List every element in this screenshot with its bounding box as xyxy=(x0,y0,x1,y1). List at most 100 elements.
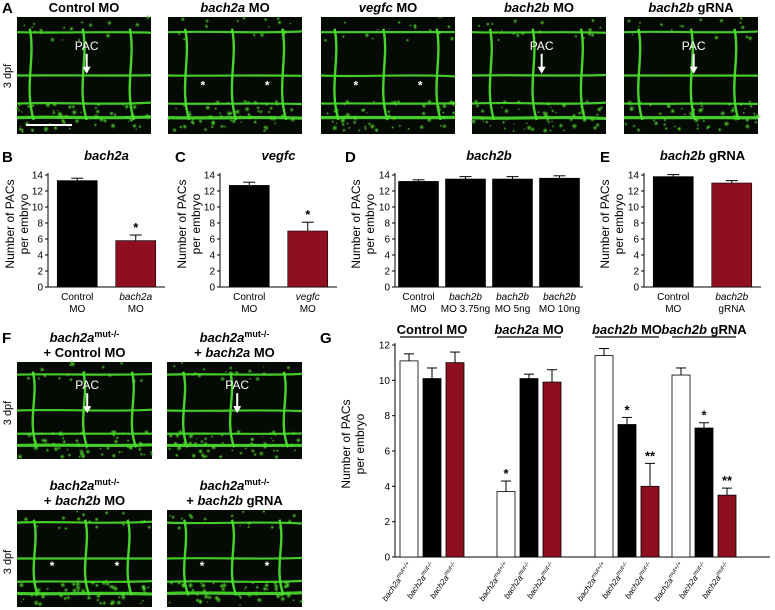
genotype-superscript: mut-/- xyxy=(420,561,434,577)
panel-f-image-3-speckle xyxy=(241,510,246,514)
chart-c-ylabel: Number of PACsper embryo xyxy=(175,179,203,268)
panel-a-image-1-speckle xyxy=(229,118,233,123)
panel-a-image-2-speckle xyxy=(420,110,427,117)
panel-f-image-1-speckle xyxy=(295,437,302,444)
panel-f-image-3-speckle xyxy=(180,517,184,521)
panel-f-image-0-speckle xyxy=(78,455,82,459)
y-tick-label: 12 xyxy=(379,187,391,198)
panel-f-image-1-speckle xyxy=(203,436,208,441)
panel-f-image-3-speckle xyxy=(299,599,304,604)
panel-a-image-2-speckle xyxy=(439,124,443,128)
panel-f-image-3-speckle xyxy=(168,601,171,605)
bar-1-2 xyxy=(542,381,562,558)
panel-a-title-3-part-0: bach2b xyxy=(504,0,550,15)
panel-f-image-1-speckle xyxy=(218,454,224,460)
panel-f-image-2-speckle xyxy=(35,524,39,528)
panel-f-image-2-speckle xyxy=(86,595,92,601)
y-tick-label: 2 xyxy=(209,267,215,278)
panel-a-image-0-speckle xyxy=(62,26,66,30)
panel-a-image-0-speckle xyxy=(67,106,71,110)
panel-a-image-0-speckle xyxy=(60,117,66,124)
genotype-label-2-2: bach2amut-/- xyxy=(623,561,654,601)
panel-a-image-3-speckle xyxy=(595,112,600,117)
bar-2 xyxy=(492,178,533,288)
chart-e-title-part-0: bach2b xyxy=(660,148,706,163)
panel-f-image-1-speckle xyxy=(273,454,280,460)
panel-f-image-1-speckle xyxy=(219,376,226,382)
panel-f-image-1-speckle xyxy=(204,454,209,459)
panel-f-image-2-speckle xyxy=(59,581,66,589)
chart-e-title: bach2b gRNA xyxy=(660,148,746,163)
panel-f-image-0-speckle xyxy=(45,448,50,453)
panel-a-image-2-speckle xyxy=(343,20,347,25)
category-label-2-line1: bach2b xyxy=(496,292,529,303)
panel-a-image-3-speckle xyxy=(523,127,526,130)
genotype-superscript: mut-/- xyxy=(443,561,457,577)
panel-a-image-3-speckle xyxy=(512,129,516,133)
panel-label-a: A xyxy=(2,0,13,17)
panel-a-image-0-speckle xyxy=(56,110,64,118)
panel-f-image-0-speckle xyxy=(66,448,69,451)
panel-f-image-1-speckle xyxy=(224,370,228,374)
panel-f-image-2-speckle xyxy=(63,526,68,531)
panel-a-image-0-speckle xyxy=(80,20,84,24)
panel-f-image-2-speckle xyxy=(94,583,100,588)
panel-a-image-3-speckle xyxy=(470,118,477,125)
y-tick-label: 10 xyxy=(204,203,216,214)
panel-f-image-0-speckle xyxy=(111,453,117,459)
panel-f-image-3-speckle xyxy=(239,524,242,527)
panel-f-image-3-vessel-horizontal xyxy=(166,556,303,560)
panel-a-image-3-speckle xyxy=(525,122,529,125)
significance-3-2: ** xyxy=(722,473,733,488)
panel-f-image-1-speckle xyxy=(271,439,275,443)
panel-a-image-1-speckle xyxy=(262,128,267,133)
panel-a-image-2-vessel-vertical xyxy=(435,28,442,121)
panel-f-image-3-vessel-horizontal xyxy=(166,579,303,584)
panel-a-image-1-vessel-vertical xyxy=(280,28,288,121)
panel-a-image-4-speckle xyxy=(637,25,641,28)
panel-a-image-2-speckle xyxy=(440,16,443,19)
panel-a-title-1: bach2a MO xyxy=(200,0,269,15)
panel-f-image-3-speckle xyxy=(257,598,260,602)
panel-f-row-label-0: 3 dpf xyxy=(2,400,14,425)
panel-a-image-3-speckle xyxy=(539,19,545,26)
panel-a-image-4-speckle xyxy=(669,107,676,115)
panel-f-image-0-speckle xyxy=(117,450,122,454)
panel-f-image-3-vessel-vertical xyxy=(278,519,285,596)
panel-f-image-3-speckle xyxy=(202,593,210,600)
panel-a-image-3-speckle xyxy=(577,111,582,116)
panel-a-image-4-pac-label: PAC xyxy=(682,39,706,53)
panel-f-image-0-speckle xyxy=(79,451,83,455)
panel-f-title-3-line2-part-1: bach2b xyxy=(197,493,243,508)
panel-a-image-3-vessel-vertical xyxy=(579,28,587,121)
panel-a-image-4-speckle xyxy=(723,120,730,128)
panel-f-image-3-speckle xyxy=(187,581,195,589)
panel-f-image-2-speckle xyxy=(95,598,100,603)
panel-a-image-0-vessel-vertical xyxy=(81,28,88,121)
chart-b-title: bach2a xyxy=(84,148,129,163)
panel-f-image-1-arrow-head xyxy=(233,406,242,414)
panel-a-image-3-speckle xyxy=(482,120,485,123)
panel-a-image-1-speckle xyxy=(268,105,274,111)
panel-a-image-4-vessel-vertical xyxy=(689,28,697,121)
panel-a-image-1-speckle xyxy=(252,33,257,37)
y-tick-label: 6 xyxy=(209,235,215,246)
panel-f-image-2-speckle xyxy=(127,589,130,592)
significance-1: * xyxy=(133,220,139,235)
y-tick-label: 12 xyxy=(379,341,391,352)
panel-f-image-0-speckle xyxy=(37,377,41,381)
panel-f-image-1-speckle xyxy=(180,361,184,365)
panel-f-image-1-speckle xyxy=(210,435,214,439)
panel-f-image-3-vessel-horizontal xyxy=(166,521,303,525)
category-label-0-line2: MO xyxy=(69,304,85,315)
y-tick-label: 14 xyxy=(204,171,216,182)
bar-1 xyxy=(445,178,486,288)
panel-f-image-2-speckle xyxy=(115,599,122,606)
panel-f-image-3-speckle xyxy=(197,598,204,605)
y-tick-label: 6 xyxy=(384,447,390,458)
panel-f-image-3-speckle xyxy=(218,583,225,589)
panel-f-image-3-speckle xyxy=(206,601,209,604)
chart-b-ylabel-line2: per embryo xyxy=(17,193,31,254)
panel-a-image-3-speckle xyxy=(515,33,521,38)
